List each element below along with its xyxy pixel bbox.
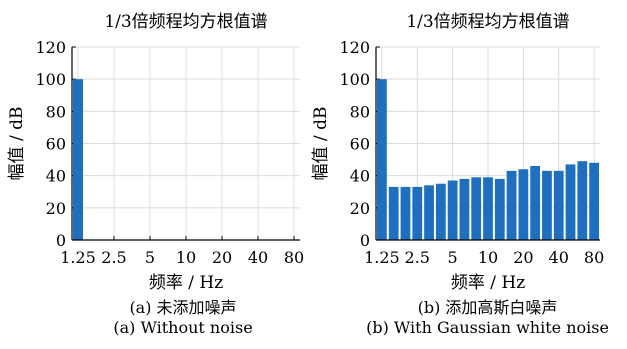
bar bbox=[518, 169, 529, 240]
bar bbox=[471, 177, 482, 240]
y-tick-label: 40 bbox=[46, 167, 66, 186]
bar bbox=[494, 178, 505, 240]
x-tick-label: 20 bbox=[513, 248, 533, 267]
caption-b-english: (b) With Gaussian white noise bbox=[366, 318, 609, 337]
caption-a-english: (a) Without noise bbox=[113, 318, 253, 337]
bar bbox=[400, 186, 411, 240]
y-tick-label: 0 bbox=[56, 231, 66, 250]
y-tick-label: 60 bbox=[46, 135, 66, 154]
bar bbox=[565, 164, 576, 240]
x-tick-label: 2.5 bbox=[405, 248, 430, 267]
bar bbox=[530, 166, 541, 240]
y-tick-label: 20 bbox=[46, 199, 66, 218]
x-tick-label: 20 bbox=[212, 248, 232, 267]
bar bbox=[483, 177, 493, 240]
y-tick-label: 100 bbox=[339, 70, 370, 89]
y-tick-label: 0 bbox=[360, 231, 370, 250]
x-tick-label: 40 bbox=[248, 248, 268, 267]
x-tick-label: 5 bbox=[448, 248, 458, 267]
y-tick-label: 120 bbox=[35, 38, 66, 57]
y-tick-label: 120 bbox=[339, 38, 370, 57]
y-tick-label: 20 bbox=[350, 199, 370, 218]
x-axis-label: 频率 / Hz bbox=[451, 273, 525, 293]
bar bbox=[459, 178, 470, 240]
chart-title: 1/3倍频程均方根值谱 bbox=[104, 12, 267, 32]
caption-b-chinese: (b) 添加高斯白噪声 bbox=[417, 298, 558, 317]
bar bbox=[412, 186, 423, 240]
bar bbox=[506, 170, 517, 240]
caption-a-chinese: (a) 未添加噪声 bbox=[129, 298, 237, 317]
y-tick-label: 100 bbox=[35, 70, 66, 89]
x-tick-label: 1.25 bbox=[60, 248, 96, 267]
bar bbox=[589, 162, 599, 240]
bar bbox=[73, 79, 83, 241]
y-axis-label: 幅值 / dB bbox=[311, 107, 331, 181]
x-tick-label: 10 bbox=[478, 248, 498, 267]
bar bbox=[388, 186, 399, 240]
x-tick-label: 40 bbox=[549, 248, 569, 267]
y-tick-label: 80 bbox=[350, 102, 370, 121]
x-tick-label: 5 bbox=[145, 248, 155, 267]
chart-title: 1/3倍频程均方根值谱 bbox=[406, 12, 569, 32]
x-tick-label: 80 bbox=[284, 248, 304, 267]
bar bbox=[553, 170, 564, 240]
bar bbox=[435, 183, 446, 240]
x-tick-label: 10 bbox=[176, 248, 196, 267]
y-tick-label: 60 bbox=[350, 135, 370, 154]
y-tick-label: 40 bbox=[350, 167, 370, 186]
x-tick-label: 2.5 bbox=[101, 248, 126, 267]
y-tick-label: 80 bbox=[46, 102, 66, 121]
x-tick-label: 1.25 bbox=[364, 248, 400, 267]
bar bbox=[447, 180, 458, 240]
bar bbox=[424, 185, 434, 240]
bar bbox=[577, 161, 588, 240]
x-axis-label: 频率 / Hz bbox=[149, 273, 223, 293]
bar bbox=[377, 79, 387, 241]
bar bbox=[542, 170, 552, 240]
x-tick-label: 80 bbox=[584, 248, 604, 267]
y-axis-label: 幅值 / dB bbox=[7, 107, 27, 181]
